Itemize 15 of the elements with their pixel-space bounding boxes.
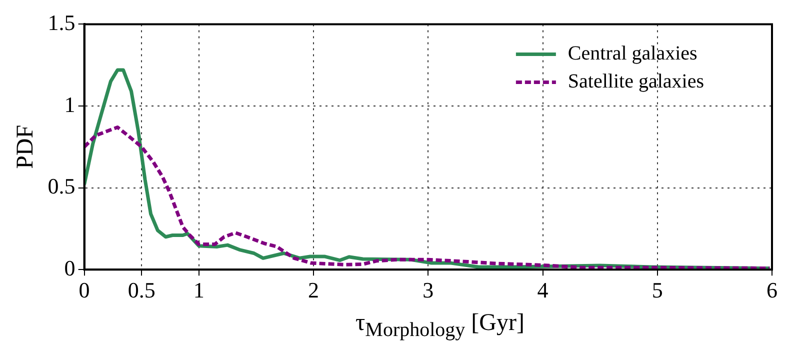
- y-axis-title: PDF: [12, 124, 39, 169]
- x-tick-label: 2: [308, 278, 320, 303]
- y-tick-label: 0: [64, 255, 76, 280]
- x-tick-label: 0.5: [128, 278, 156, 303]
- x-tick-label: 4: [537, 278, 548, 303]
- y-tick-label: 0.5: [48, 174, 76, 199]
- x-tick-label: 1: [193, 278, 204, 303]
- x-tick-label: 6: [766, 278, 778, 303]
- legend-label: Satellite galaxies: [568, 70, 704, 92]
- x-tick-label: 5: [652, 278, 663, 303]
- x-tick-label: 3: [422, 278, 434, 303]
- y-tick-label: 1.5: [48, 10, 76, 35]
- y-tick-label: 1: [64, 92, 76, 117]
- x-axis-title: τ$_{Morphology}$ [Gyr]: [354, 309, 526, 343]
- legend-label: Central galaxies: [568, 42, 698, 64]
